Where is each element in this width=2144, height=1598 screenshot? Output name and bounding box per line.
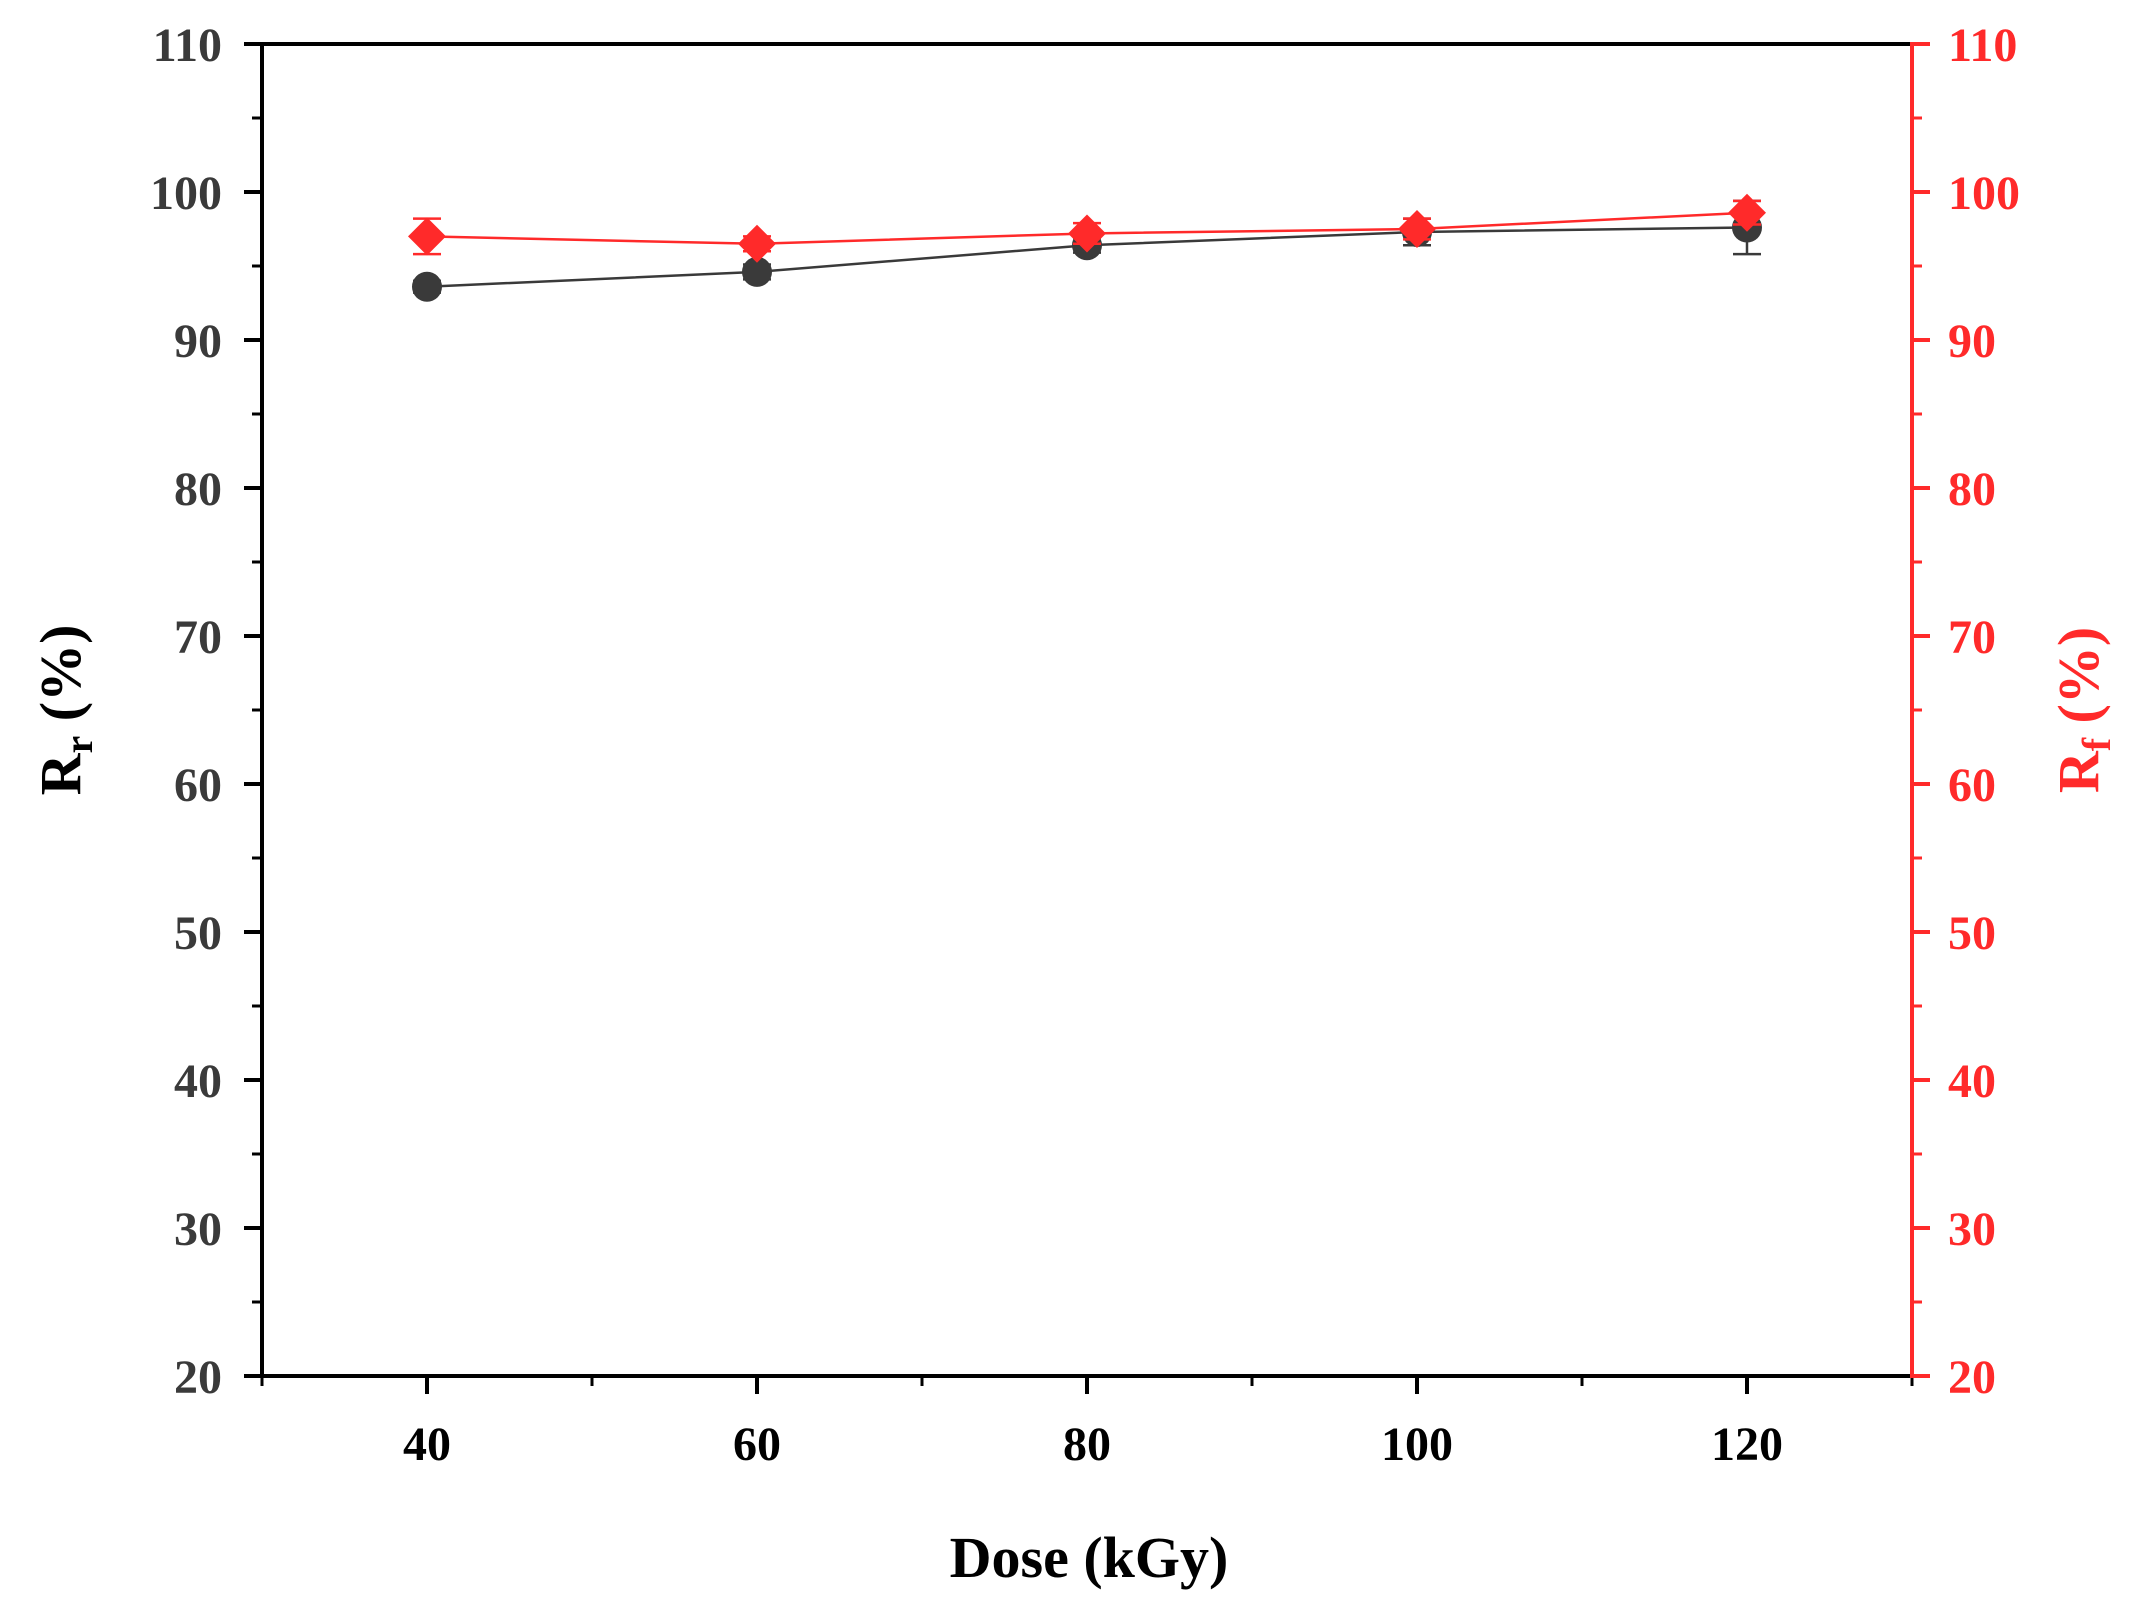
x-axis: 40 60 80 100 120 [403,1376,1783,1471]
x-tick-label-40: 40 [403,1418,451,1471]
y-right-tick-label-30: 30 [1948,1203,1996,1256]
data-point-diamond [1398,210,1436,248]
y-left-tick-label-70: 70 [174,611,222,664]
minor-ticks [252,116,1922,1386]
y-right-tick-label-110: 110 [1948,19,2017,72]
y-right-tick-label-70: 70 [1948,611,1996,664]
y-left-tick-label-110: 110 [153,19,222,72]
y-right-title-unit: (%) [2046,627,2111,738]
y-left-tick-label-50: 50 [174,907,222,960]
y-axis-left: 20 30 40 50 60 70 80 90 100 110 [150,19,262,1404]
y-left-tick-label-60: 60 [174,759,222,812]
y-right-tick-label-100: 100 [1948,167,2020,220]
y-right-tick-label-90: 90 [1948,315,1996,368]
x-tick-label-100: 100 [1381,1418,1453,1471]
y-left-axis-title: Rr (%) [28,625,101,796]
y-axis-right: 20 30 40 50 60 70 80 90 100 110 [1912,19,2020,1404]
y-right-title-main: R [2046,750,2111,793]
data-point-diamond [408,217,446,256]
series-right [408,193,1766,263]
y-left-tick-label-100: 100 [150,167,222,220]
y-left-tick-label-40: 40 [174,1055,222,1108]
data-point-diamond [1068,214,1106,253]
x-tick-label-120: 120 [1711,1418,1783,1471]
y-left-tick-label-30: 30 [174,1203,222,1256]
x-tick-label-80: 80 [1063,1418,1111,1471]
y-left-title-sub: r [56,736,101,754]
y-left-tick-label-80: 80 [174,463,222,516]
x-axis-title: Dose (kGy) [950,1525,1229,1590]
y-right-tick-label-40: 40 [1948,1055,1996,1108]
series-layer [408,193,1766,302]
data-point-circle [412,271,442,302]
y-right-tick-label-80: 80 [1948,463,1996,516]
y-left-tick-label-90: 90 [174,315,222,368]
y-right-axis-title: Rf (%) [2046,627,2119,793]
y-left-title-main: R [28,752,93,795]
data-point-diamond [1728,193,1766,232]
y-right-title-sub: f [2074,737,2119,751]
x-tick-label-60: 60 [733,1418,781,1471]
y-right-tick-label-50: 50 [1948,907,1996,960]
y-left-title-unit: (%) [28,625,93,736]
data-point-diamond [738,224,776,263]
y-right-tick-label-20: 20 [1948,1351,1996,1404]
data-point-circle [742,256,772,287]
y-right-tick-label-60: 60 [1948,759,1996,812]
y-left-tick-label-20: 20 [174,1351,222,1404]
